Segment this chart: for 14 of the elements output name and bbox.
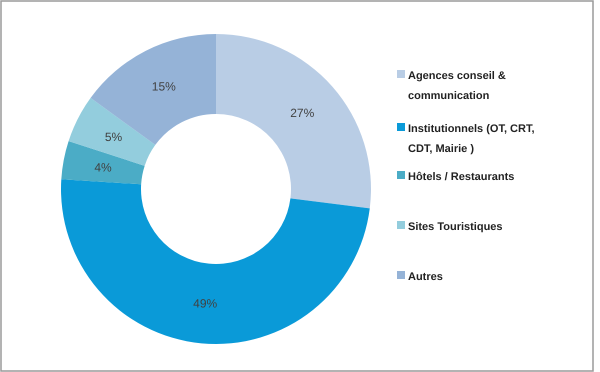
data-label: 49% (193, 296, 218, 311)
data-label: 5% (104, 130, 123, 144)
data-label: 27% (290, 106, 315, 120)
data-label: 15% (152, 80, 176, 94)
legend-label: Sites Touristiques (408, 220, 503, 233)
donut-slice (61, 141, 145, 184)
legend-label: Autres (408, 270, 443, 283)
legend-label: Institutionnels (OT, CRT, CDT, Mairie ) (408, 122, 534, 155)
legend-label: Hôtels / Restaurants (408, 170, 514, 183)
data-label: 4% (94, 160, 112, 175)
donut-slice (61, 179, 370, 344)
donut-slice (90, 34, 216, 145)
legend-label: Agences conseil & communication (408, 70, 506, 102)
donut-slice (216, 34, 371, 208)
